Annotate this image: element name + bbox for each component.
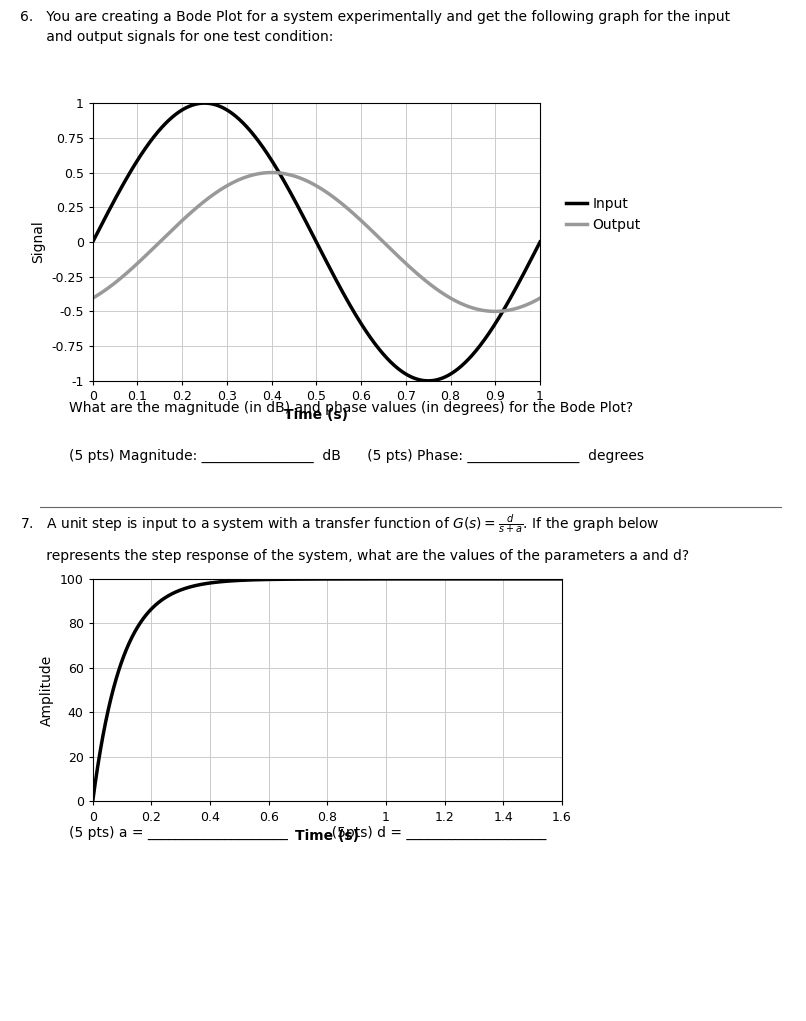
- X-axis label: Time (s): Time (s): [295, 829, 359, 843]
- Text: (5 pts) Magnitude: ________________  dB      (5 pts) Phase: ________________  de: (5 pts) Magnitude: ________________ dB (…: [69, 449, 643, 463]
- Text: represents the step response of the system, what are the values of the parameter: represents the step response of the syst…: [20, 549, 689, 563]
- Legend: Input, Output: Input, Output: [560, 191, 646, 237]
- Text: 7.   A unit step is input to a system with a transfer function of $G(s) = \frac{: 7. A unit step is input to a system with…: [20, 512, 660, 535]
- Text: What are the magnitude (in dB) and phase values (in degrees) for the Bode Plot?: What are the magnitude (in dB) and phase…: [69, 401, 633, 415]
- X-axis label: Time (s): Time (s): [285, 408, 348, 423]
- Y-axis label: Signal: Signal: [31, 221, 46, 263]
- Y-axis label: Amplitude: Amplitude: [40, 654, 54, 726]
- Text: 6.   You are creating a Bode Plot for a system experimentally and get the follow: 6. You are creating a Bode Plot for a sy…: [20, 10, 730, 44]
- Text: (5 pts) a = ____________________          (5pts) d = ____________________: (5 pts) a = ____________________ (5pts) …: [69, 826, 546, 840]
